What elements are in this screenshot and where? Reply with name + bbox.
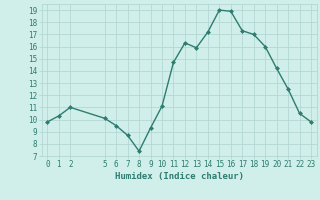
X-axis label: Humidex (Indice chaleur): Humidex (Indice chaleur) — [115, 172, 244, 181]
